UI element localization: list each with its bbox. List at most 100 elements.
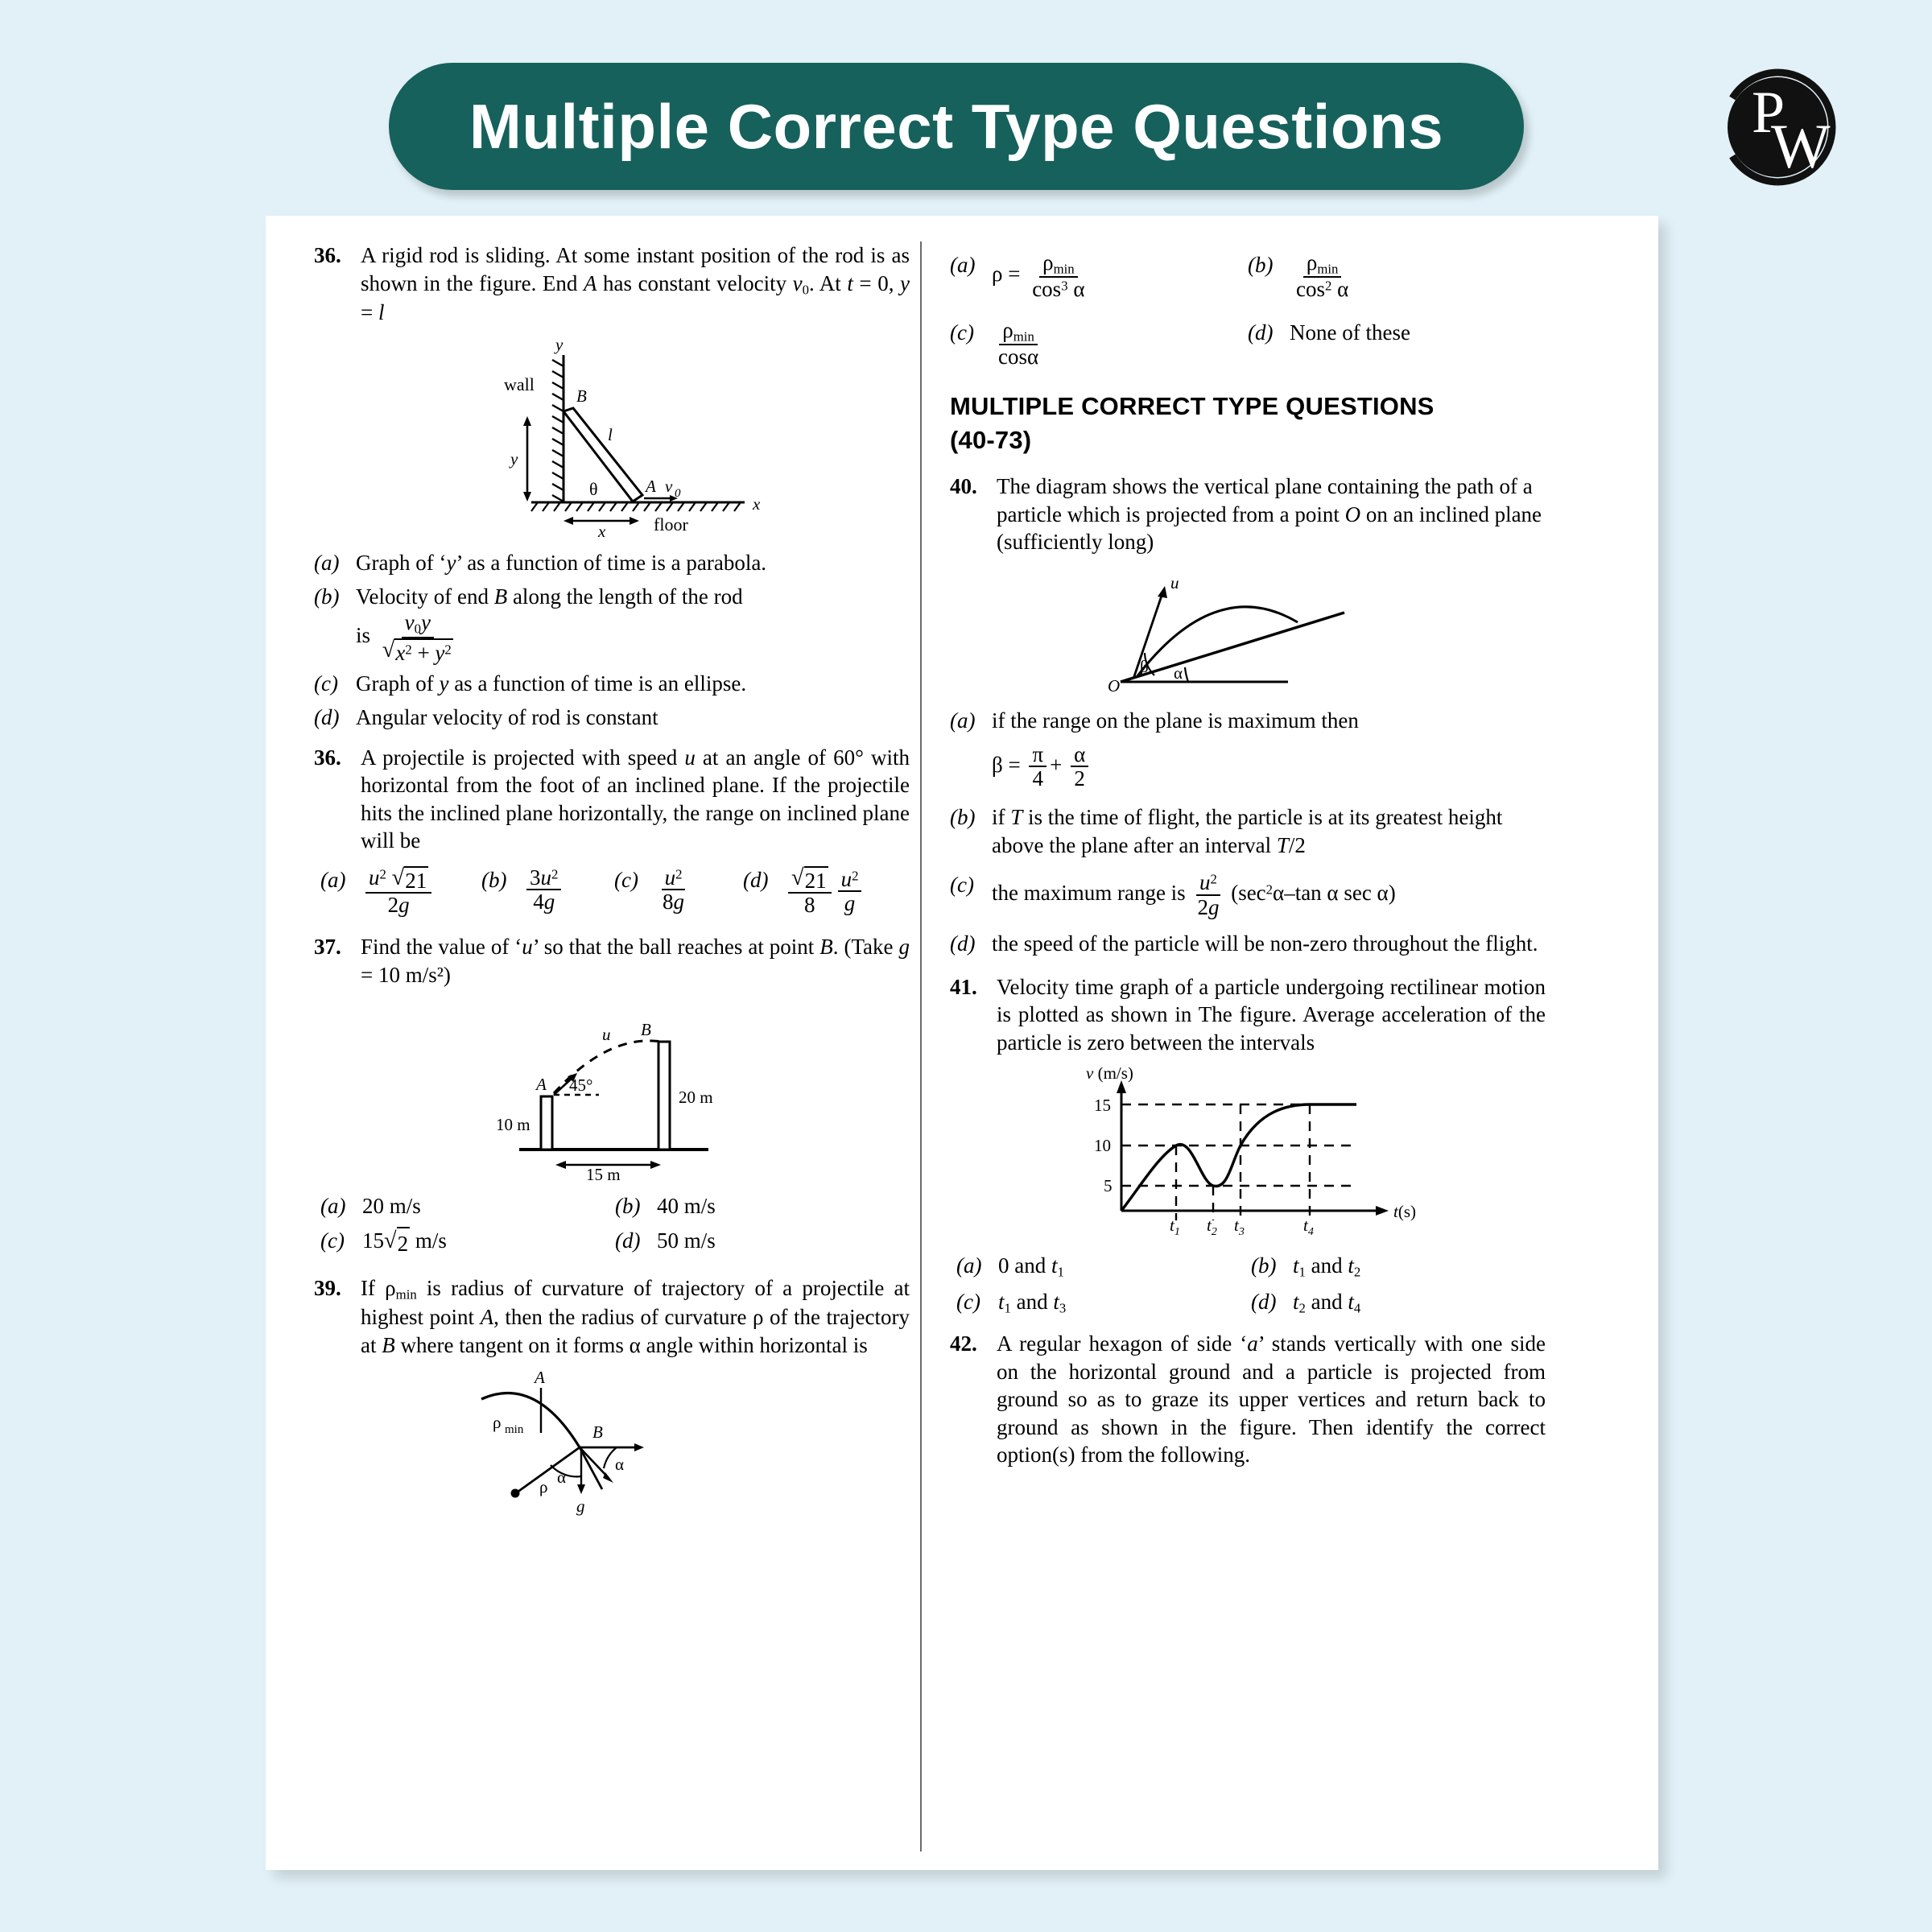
question-41-options-row2: (c) t1 and t3 (d) t2 and t4 — [950, 1288, 1546, 1317]
svg-text:y: y — [509, 449, 518, 469]
question-text: Velocity time graph of a particle underg… — [997, 974, 1546, 1055]
column-divider — [920, 242, 922, 1852]
page-title-banner: Multiple Correct Type Questions — [389, 63, 1524, 190]
inclined-plane-projectile-figure: u β α O — [950, 559, 1546, 701]
option-label: (d) — [615, 1228, 641, 1253]
option-label: (b) — [615, 1194, 641, 1219]
question-number: 39. — [314, 1276, 341, 1301]
option-label: (b) — [481, 867, 507, 892]
option-36p-c: (c) u2 8g — [614, 865, 743, 917]
option-label: (a) — [956, 1253, 982, 1278]
question-40: 40. The diagram shows the vertical plane… — [950, 473, 1546, 556]
option-label: (a) — [950, 253, 976, 277]
option-label: (c) — [950, 320, 974, 345]
svg-text:l: l — [608, 425, 613, 444]
question-text: Find the value of ‘u’ so that the ball r… — [361, 934, 910, 987]
option-text: u2 8g — [661, 865, 686, 914]
svg-text:α: α — [1174, 663, 1183, 683]
option-39b: (b) ρmin cos2 α — [1248, 251, 1546, 301]
option-text: √ 21 8 u2 g — [785, 865, 904, 917]
svg-text:α: α — [615, 1455, 624, 1474]
option-41c: (c) t1 and t3 — [956, 1288, 1251, 1317]
option-text: ρmin cosα — [998, 318, 1039, 369]
x-tick-t1: t1 — [1170, 1216, 1180, 1238]
option-label: (d) — [950, 931, 976, 956]
svg-text:t(s): t(s) — [1393, 1202, 1416, 1221]
question-37-options-row2: (c) 15 √ 2 m/s (d) 50 m/s — [314, 1227, 910, 1258]
question-text: A rigid rod is sliding. At some instant … — [361, 243, 910, 324]
option-label: (a) — [314, 551, 340, 576]
right-column: (a) ρ = ρmin cos3 α (b) ρmin cos2 α (c) ρm… — [950, 242, 1546, 1472]
question-37-options-row1: (a) 20 m/s (b) 40 m/s — [314, 1192, 910, 1220]
option-label: (d) — [1248, 320, 1274, 345]
option-text: Graph of y as a function of time is an e… — [356, 671, 747, 696]
y-tick-15: 15 — [1094, 1096, 1111, 1115]
option-text: None of these — [1290, 320, 1410, 345]
question-36-projectile-options: (a) u2 √ 21 2g (b) 3u2 4g (c) u2 8g (d) — [314, 865, 910, 917]
velocity-fraction: v0y √ x2 + y2 — [382, 610, 453, 665]
option-40b: (b) if T is the time of flight, the part… — [950, 803, 1546, 860]
svg-text:W: W — [1771, 111, 1831, 181]
question-number: 41. — [950, 974, 977, 999]
question-36-rod: 36. A rigid rod is sliding. At some inst… — [314, 242, 910, 326]
option-text: t1 and t2 — [1293, 1253, 1361, 1280]
svg-text:u: u — [602, 1025, 611, 1044]
svg-text:P: P — [1752, 80, 1785, 146]
svg-text:y: y — [554, 337, 564, 354]
question-number: 42. — [950, 1331, 977, 1356]
question-39: 39. If ρmin is radius of curvature of tr… — [314, 1274, 910, 1359]
option-text: ρmin cos2 α — [1296, 250, 1349, 302]
question-37: 37. Find the value of ‘u’ so that the ba… — [314, 933, 910, 989]
option-label: (a) — [320, 1194, 346, 1219]
option-label: (d) — [314, 705, 340, 730]
option-text: 0 and t1 — [998, 1253, 1064, 1280]
velocity-time-graph: v (m/s) t(s) 15 10 5 t1 t2 — [950, 1059, 1546, 1245]
option-text: ρ = ρmin cos3 α — [992, 250, 1085, 302]
option-label: (c) — [950, 873, 974, 898]
page-sheet — [266, 216, 1658, 1870]
option-40a: (a) if the range on the plane is maximum… — [950, 707, 1546, 791]
svg-text:floor: floor — [654, 514, 688, 535]
svg-text:α: α — [557, 1468, 566, 1487]
svg-text:ρ: ρ — [493, 1413, 501, 1432]
option-text: 50 m/s — [657, 1228, 716, 1253]
question-text: If ρmin is radius of curvature of trajec… — [361, 1276, 910, 1357]
option-36d: (d) Angular velocity of rod is constant — [314, 704, 910, 732]
option-36p-a: (a) u2 √ 21 2g — [320, 865, 481, 917]
svg-text:15 m: 15 m — [586, 1165, 621, 1181]
option-39d: (d) None of these — [1248, 319, 1546, 369]
svg-text:θ: θ — [589, 479, 598, 499]
question-41: 41. Velocity time graph of a particle un… — [950, 973, 1546, 1057]
option-text: u2 √ 21 2g — [362, 865, 481, 917]
option-label: (c) — [614, 867, 638, 892]
two-towers-projectile-figure: u B A 45° 20 m 10 m 15 m — [314, 992, 910, 1186]
svg-text:min: min — [505, 1423, 524, 1436]
svg-text:u: u — [1170, 573, 1179, 592]
option-36p-b: (b) 3u2 4g — [481, 865, 614, 917]
option-40d: (d) the speed of the particle will be no… — [950, 930, 1546, 958]
option-label: (d) — [743, 867, 769, 892]
option-label: (b) — [314, 584, 340, 609]
y-tick-5: 5 — [1104, 1176, 1113, 1195]
x-tick-t2: t2 — [1207, 1216, 1217, 1238]
option-label: (a) — [320, 867, 346, 892]
svg-text:B: B — [641, 1020, 651, 1039]
option-36b: (b) Velocity of end B along the length o… — [314, 583, 910, 664]
page-title: Multiple Correct Type Questions — [469, 90, 1444, 162]
option-text: Velocity of end B along the length of th… — [356, 584, 743, 665]
svg-text:20 m: 20 m — [679, 1088, 713, 1107]
option-text: t1 and t3 — [998, 1289, 1067, 1316]
svg-text:A: A — [533, 1370, 545, 1387]
left-column: 36. A rigid rod is sliding. At some inst… — [314, 242, 910, 1536]
question-42: 42. A regular hexagon of side ‘a’ stands… — [950, 1330, 1546, 1469]
svg-text:0: 0 — [675, 487, 681, 500]
svg-text:B: B — [576, 386, 587, 406]
svg-text:ρ: ρ — [539, 1477, 547, 1496]
svg-text:v: v — [665, 477, 673, 496]
option-label: (b) — [1248, 253, 1274, 277]
option-36p-d: (d) √ 21 8 u2 g — [743, 865, 904, 917]
option-40c: (c) the maximum range is u2 2g (sec2α–tan… — [950, 871, 1546, 919]
option-text: Angular velocity of rod is constant — [356, 705, 658, 730]
option-text: 3u2 4g — [523, 865, 614, 917]
